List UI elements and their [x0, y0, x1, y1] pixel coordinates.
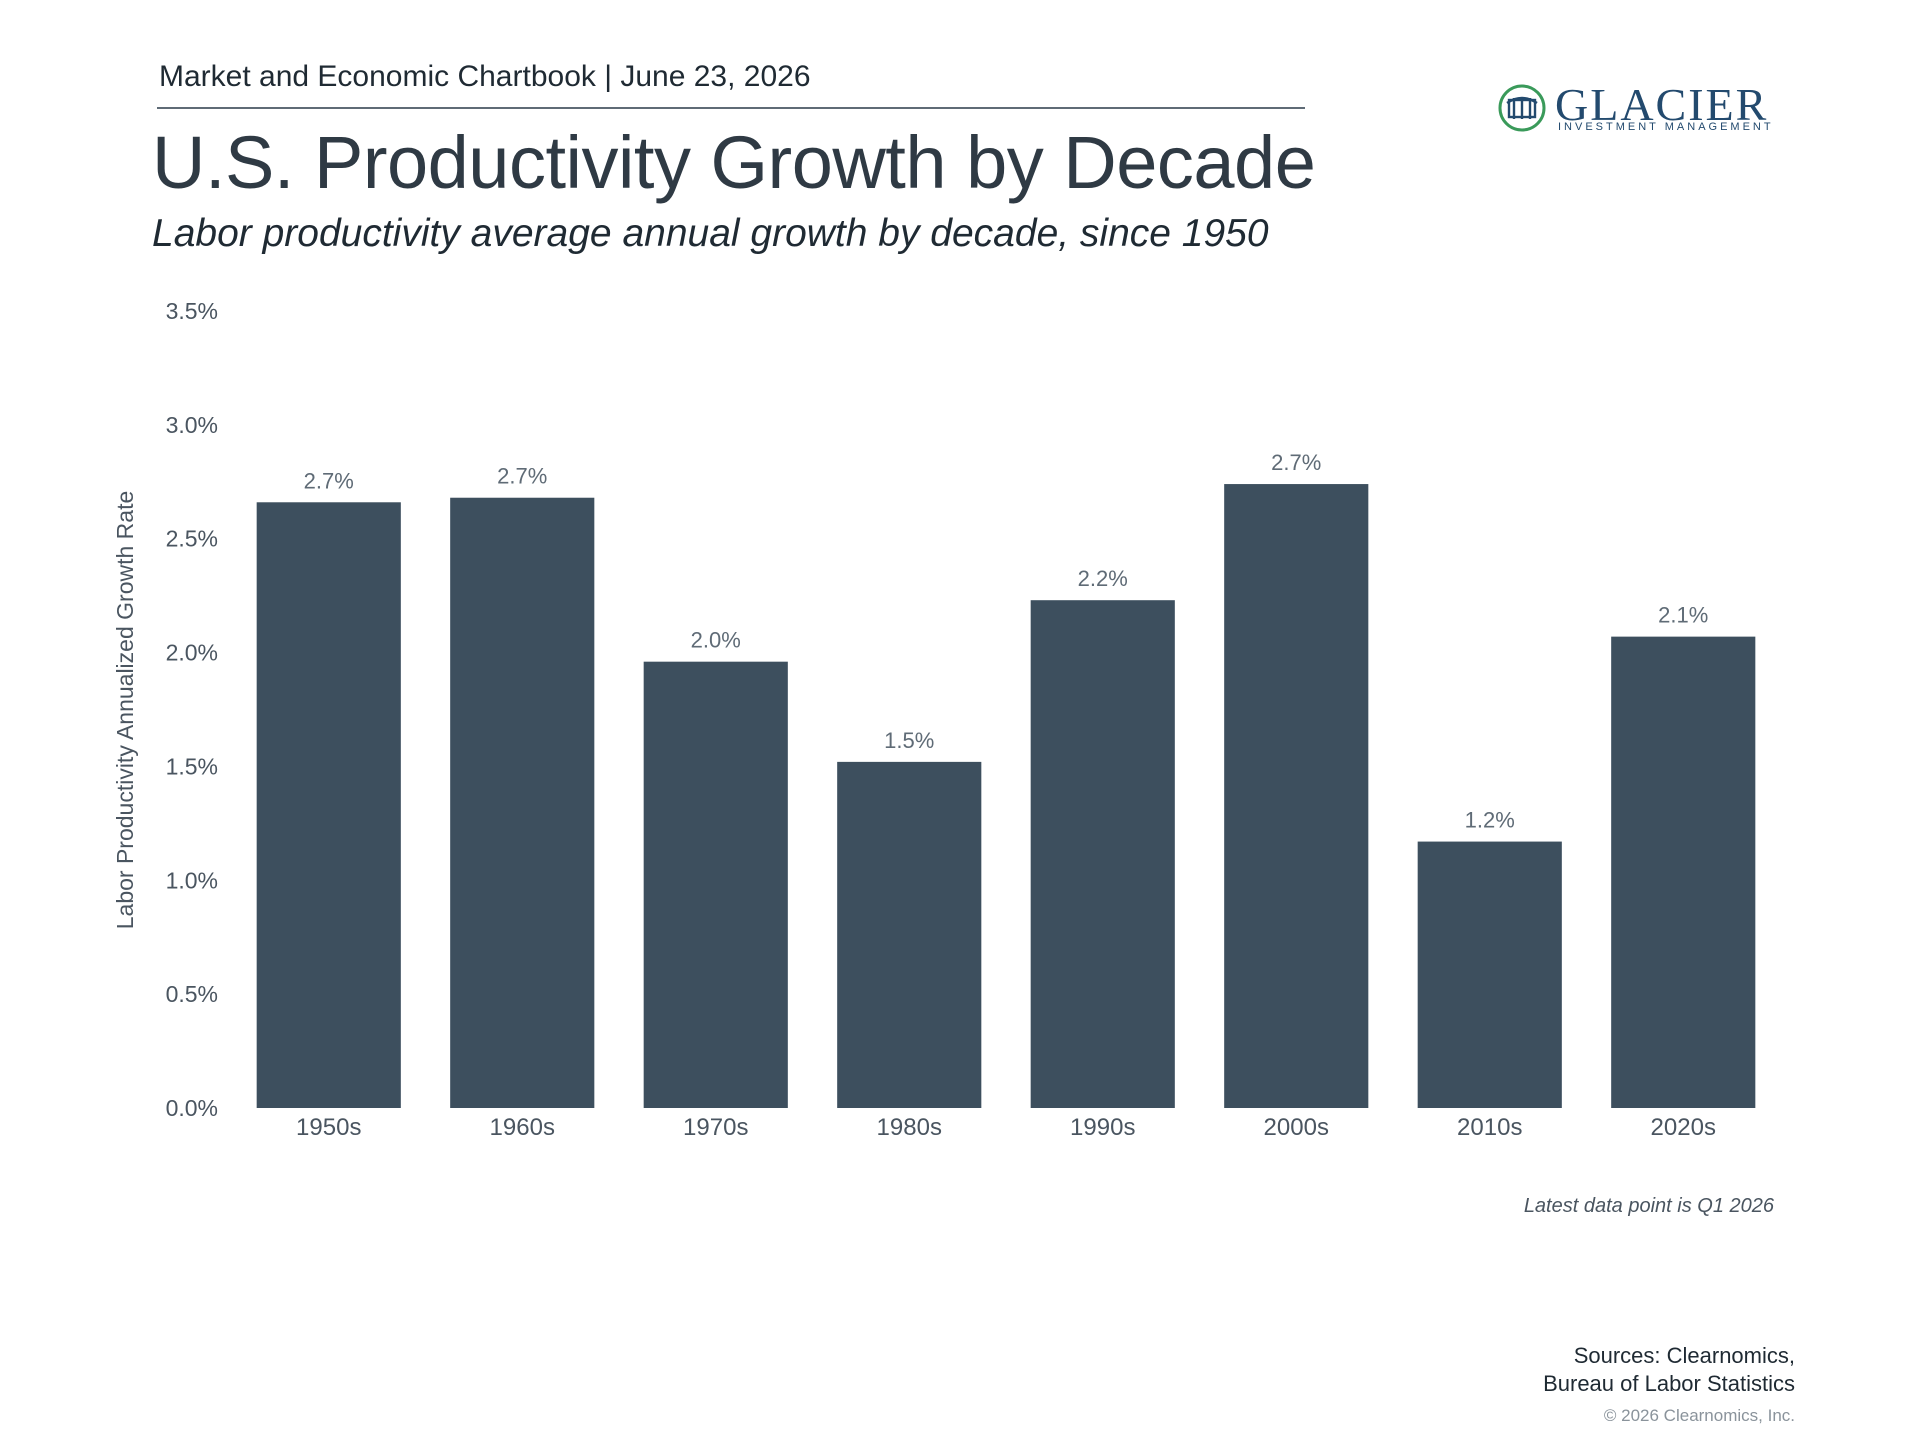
data-label: 2.7%: [497, 464, 547, 489]
copyright: © 2026 Clearnomics, Inc.: [1603, 1406, 1795, 1425]
data-label: 2.7%: [1271, 450, 1321, 475]
y-tick-label: 0.5%: [166, 981, 218, 1007]
x-tick-label: 1980s: [877, 1114, 942, 1141]
y-tick-label: 3.0%: [166, 412, 218, 438]
data-label: 2.1%: [1658, 603, 1708, 628]
bar-1960s: [450, 497, 595, 1108]
company-logo: GLACIER INVESTMENT MANAGEMENT: [1497, 79, 1771, 136]
logo-tagline: INVESTMENT MANAGEMENT: [1558, 121, 1774, 133]
x-tick-label: 2010s: [1457, 1114, 1522, 1141]
bar-1970s: [643, 661, 788, 1108]
chart-subtitle: Labor productivity average annual growth…: [152, 212, 1269, 255]
sources-line-2: Bureau of Labor Statistics: [1543, 1371, 1795, 1396]
bar-2010s: [1417, 841, 1562, 1108]
header-divider: [157, 107, 1305, 109]
y-tick-label: 1.0%: [166, 867, 218, 893]
glacier-building-icon: [1498, 84, 1546, 132]
x-tick-label: 1950s: [296, 1114, 361, 1141]
y-axis-label: Labor Productivity Annualized Growth Rat…: [112, 491, 138, 930]
bar-2020s: [1611, 636, 1756, 1108]
publication-header: Market and Economic Chartbook | June 23,…: [159, 60, 811, 93]
x-tick-label: 2020s: [1651, 1114, 1716, 1141]
data-label: 1.2%: [1465, 808, 1515, 833]
latest-data-note: Latest data point is Q1 2026: [1523, 1195, 1774, 1217]
data-label: 2.2%: [1078, 566, 1128, 591]
bar-1980s: [837, 761, 982, 1108]
logo-name: GLACIER: [1555, 79, 1769, 130]
x-tick-label: 1990s: [1070, 1114, 1135, 1141]
y-tick-label: 0.0%: [166, 1095, 218, 1121]
bar-1990s: [1030, 600, 1175, 1108]
y-tick-label: 3.5%: [166, 298, 218, 324]
y-tick-label: 2.0%: [166, 640, 218, 666]
bar-2000s: [1224, 484, 1369, 1108]
y-tick-label: 1.5%: [166, 753, 218, 779]
x-tick-label: 1960s: [490, 1114, 555, 1141]
sources: Sources: Clearnomics, Bureau of Labor St…: [1543, 1342, 1795, 1398]
chart-title: U.S. Productivity Growth by Decade: [152, 121, 1316, 204]
x-tick-label: 2000s: [1264, 1114, 1329, 1141]
data-label: 2.0%: [691, 628, 741, 653]
data-label: 2.7%: [304, 468, 354, 493]
y-tick-label: 2.5%: [166, 526, 218, 552]
sources-line-1: Sources: Clearnomics,: [1573, 1343, 1795, 1368]
bar-1950s: [256, 502, 401, 1108]
data-label: 1.5%: [884, 728, 934, 753]
x-tick-label: 1970s: [683, 1114, 748, 1141]
